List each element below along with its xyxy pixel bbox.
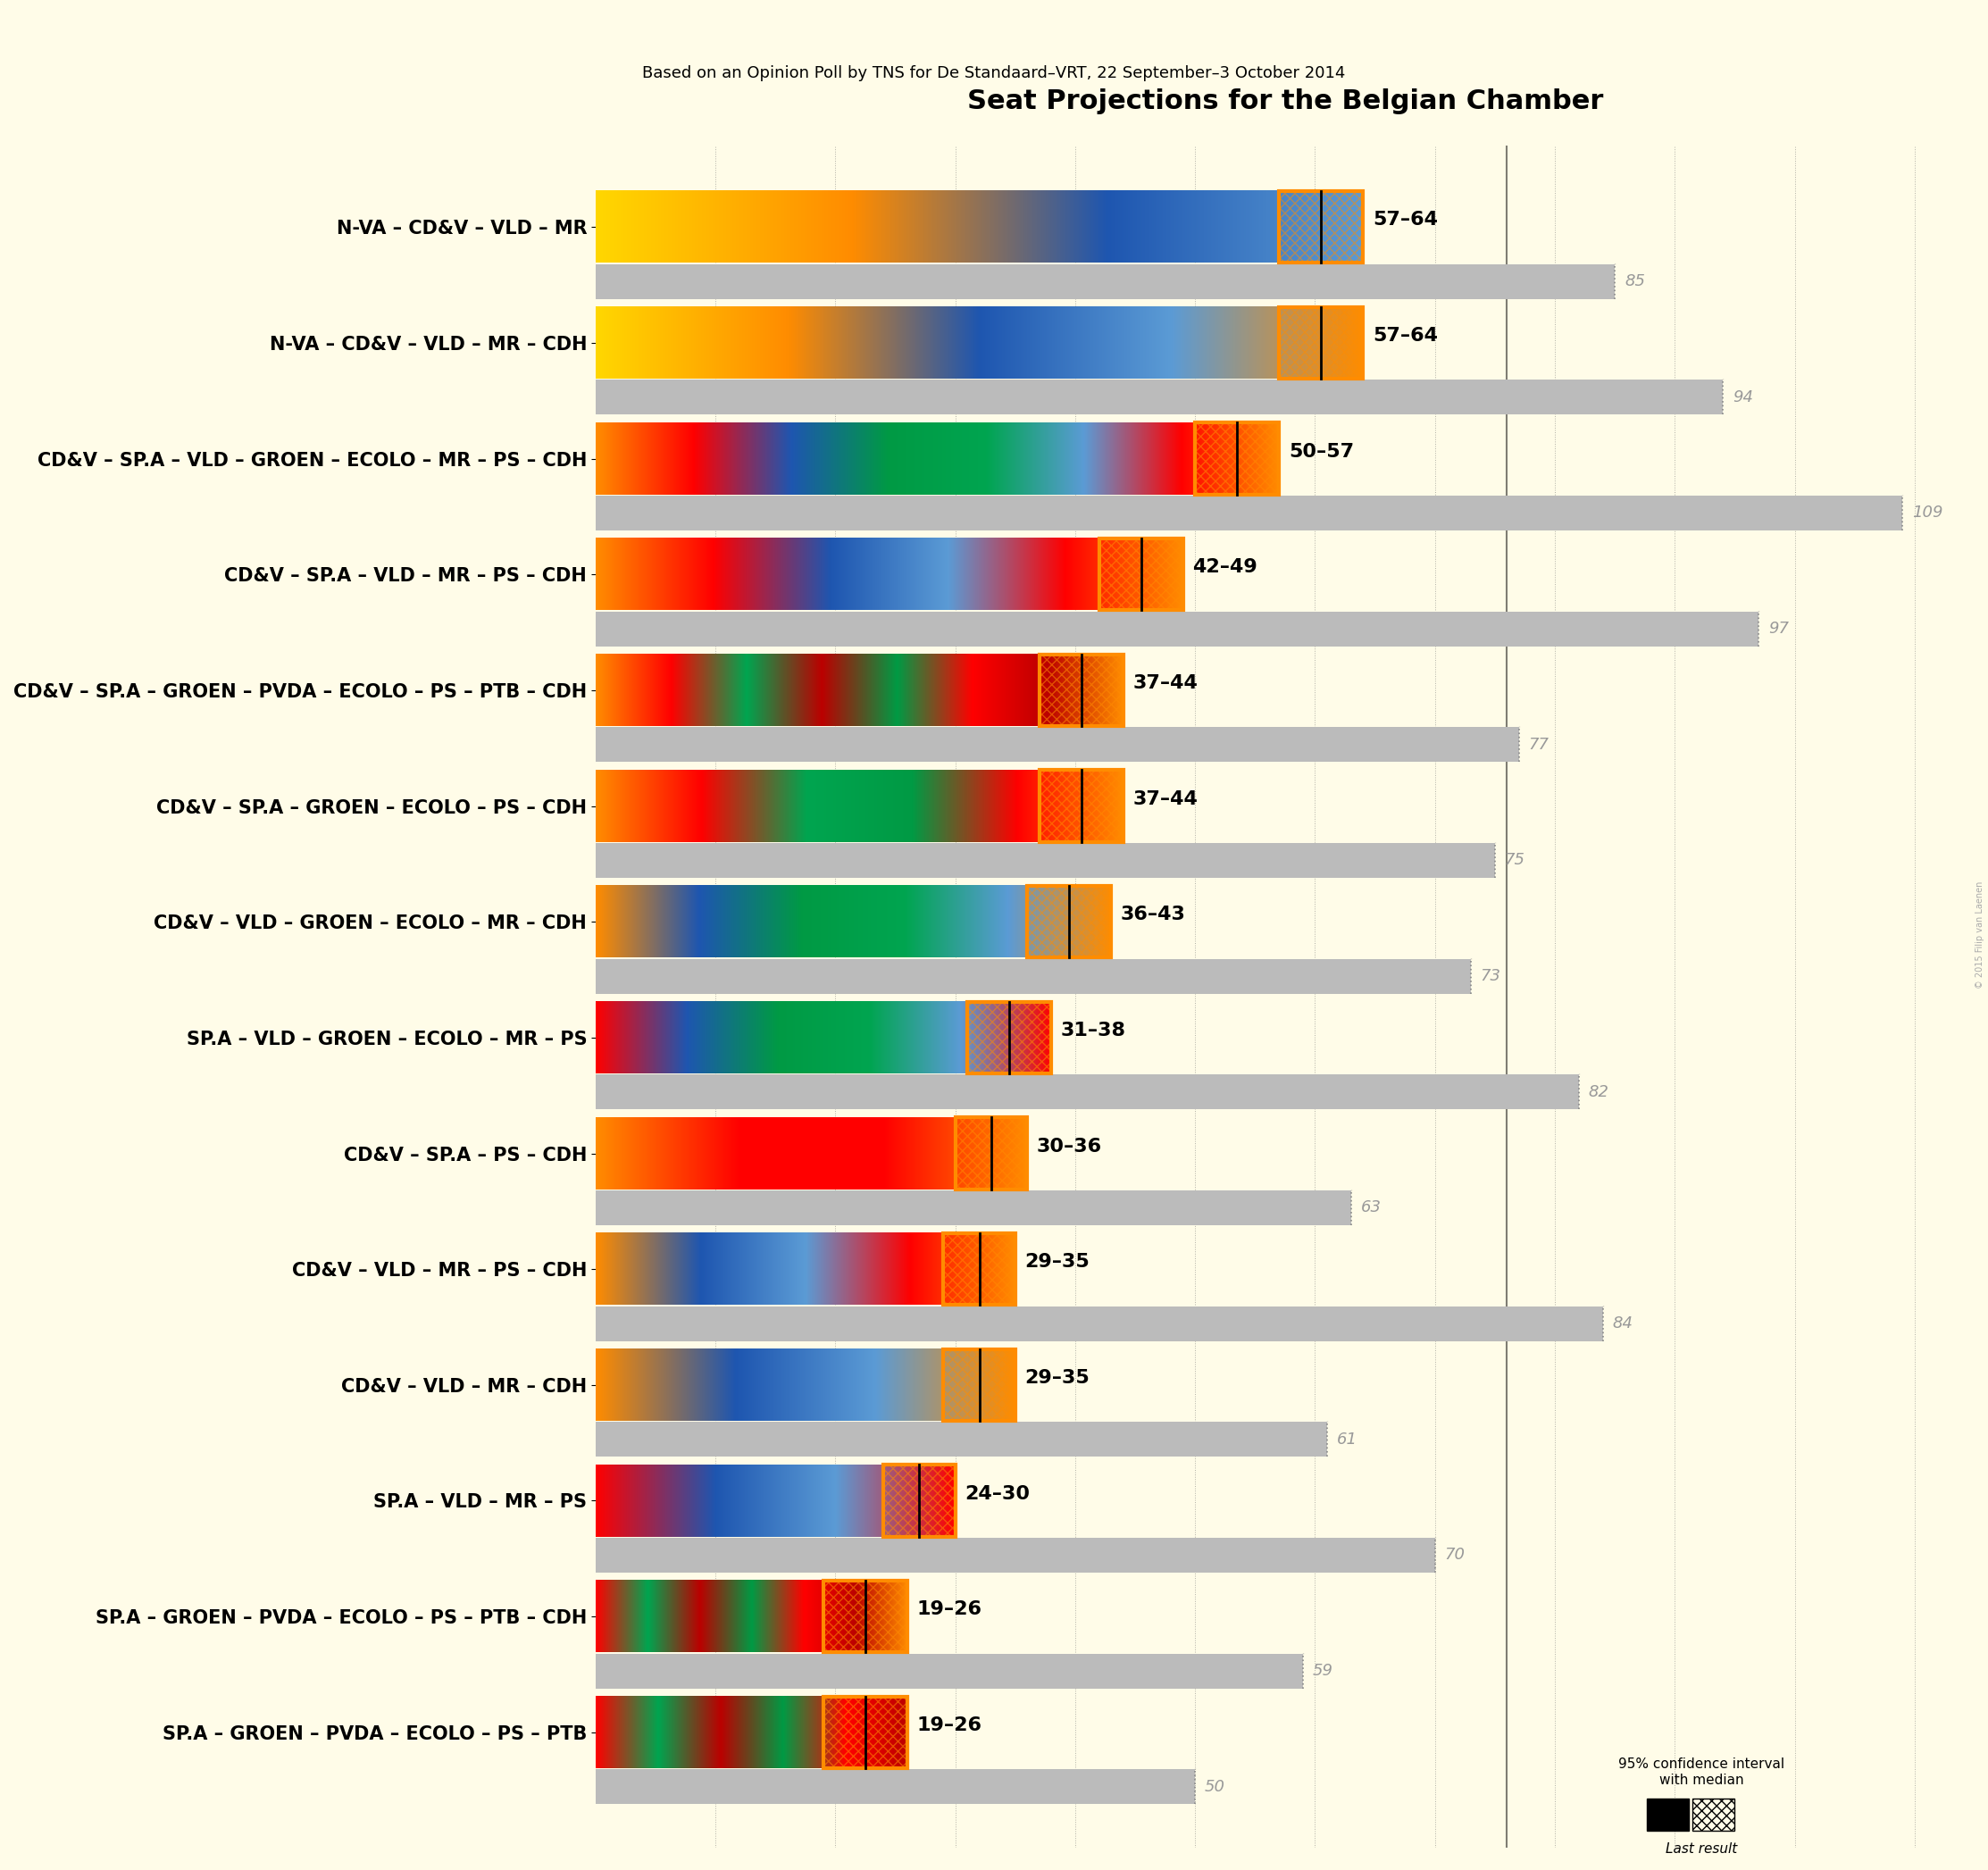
Bar <box>596 843 1495 877</box>
Bar <box>1648 1799 1690 1831</box>
Text: 77: 77 <box>1529 737 1549 752</box>
Bar <box>596 1653 1302 1689</box>
Bar <box>823 1696 907 1769</box>
Text: 61: 61 <box>1336 1431 1358 1447</box>
Text: 70: 70 <box>1445 1546 1465 1563</box>
Text: 36–43: 36–43 <box>1121 905 1187 924</box>
Bar <box>596 1191 1352 1225</box>
Text: 73: 73 <box>1481 969 1501 984</box>
Bar <box>944 1348 1016 1421</box>
Text: 63: 63 <box>1360 1201 1382 1215</box>
Bar <box>956 1118 1028 1189</box>
Bar <box>883 1464 956 1537</box>
Text: 31–38: 31–38 <box>1062 1021 1125 1040</box>
Text: 29–35: 29–35 <box>1026 1369 1089 1388</box>
Bar <box>596 1305 1602 1341</box>
Bar <box>596 264 1614 299</box>
Text: 59: 59 <box>1312 1662 1334 1679</box>
Bar <box>1040 654 1123 726</box>
Bar <box>596 1075 1578 1109</box>
Bar <box>1278 191 1364 264</box>
Bar <box>968 1002 1052 1073</box>
Bar <box>1040 770 1123 842</box>
Text: 30–36: 30–36 <box>1038 1137 1101 1156</box>
Text: 50–57: 50–57 <box>1288 443 1354 460</box>
Bar <box>944 1232 1016 1305</box>
Text: 19–26: 19–26 <box>916 1601 982 1619</box>
Bar <box>1028 886 1111 957</box>
Bar <box>596 727 1519 761</box>
Bar <box>1278 191 1364 264</box>
Bar <box>944 1232 1016 1305</box>
Bar <box>1278 307 1364 380</box>
Bar <box>1040 654 1123 726</box>
Bar <box>823 1580 907 1653</box>
Bar <box>883 1464 956 1537</box>
Bar <box>968 1002 1052 1073</box>
Text: 57–64: 57–64 <box>1372 211 1437 228</box>
Bar <box>823 1696 907 1769</box>
Text: 50: 50 <box>1205 1778 1225 1795</box>
Bar <box>596 496 1903 531</box>
Text: 57–64: 57–64 <box>1372 327 1437 344</box>
Bar <box>596 1769 1195 1805</box>
Text: 94: 94 <box>1732 389 1753 406</box>
Text: 37–44: 37–44 <box>1133 675 1199 692</box>
Text: 29–35: 29–35 <box>1026 1253 1089 1272</box>
Title: Seat Projections for the Belgian Chamber: Seat Projections for the Belgian Chamber <box>966 88 1602 114</box>
Text: 24–30: 24–30 <box>964 1485 1030 1503</box>
Bar <box>823 1580 907 1653</box>
Bar <box>956 1118 1028 1189</box>
Bar <box>1099 539 1183 610</box>
Bar <box>944 1348 1016 1421</box>
Text: 109: 109 <box>1912 505 1942 522</box>
Text: 37–44: 37–44 <box>1133 791 1199 808</box>
Text: Based on an Opinion Poll by TNS for De Standaard–VRT, 22 September–3 October 201: Based on an Opinion Poll by TNS for De S… <box>642 65 1346 82</box>
Text: 95% confidence interval
with median: 95% confidence interval with median <box>1618 1758 1785 1786</box>
Bar <box>1195 423 1278 494</box>
Text: 75: 75 <box>1505 853 1525 868</box>
Bar <box>1028 886 1111 957</box>
Bar <box>596 1421 1328 1457</box>
Text: 97: 97 <box>1769 621 1789 638</box>
Text: © 2015 Filip van Laenen: © 2015 Filip van Laenen <box>1976 881 1984 989</box>
Bar <box>596 1537 1435 1573</box>
Bar <box>1195 423 1278 494</box>
Bar <box>596 380 1724 415</box>
Text: 42–49: 42–49 <box>1193 559 1258 576</box>
Bar <box>596 611 1759 647</box>
Bar <box>596 959 1471 993</box>
Text: 19–26: 19–26 <box>916 1717 982 1733</box>
Text: 82: 82 <box>1588 1085 1608 1100</box>
Bar <box>1040 770 1123 842</box>
Bar <box>1099 539 1183 610</box>
Bar <box>1694 1799 1736 1831</box>
Text: 84: 84 <box>1612 1315 1632 1331</box>
Bar <box>1278 307 1364 380</box>
Text: Last result: Last result <box>1666 1842 1738 1855</box>
Text: 85: 85 <box>1624 273 1644 290</box>
